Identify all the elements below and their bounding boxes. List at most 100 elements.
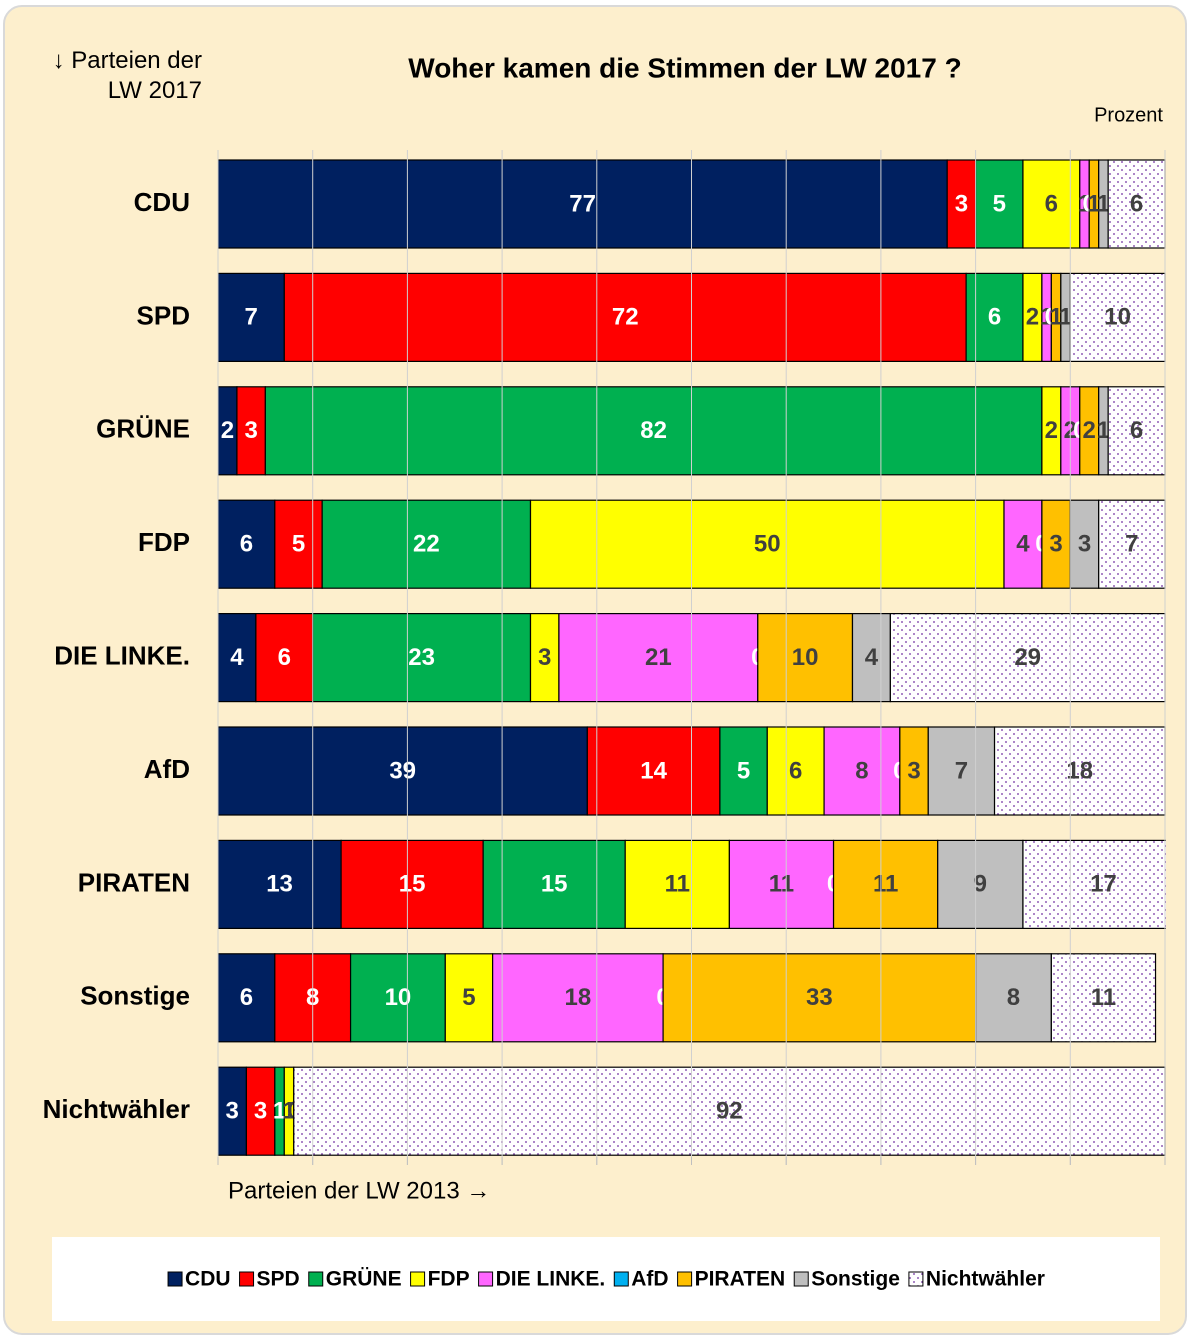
bar-segment	[993, 726, 1166, 816]
bar-segment	[283, 272, 967, 362]
bar-segment	[312, 612, 532, 703]
bar-segment	[218, 159, 948, 249]
y-tick-label: GRÜNE	[96, 414, 190, 444]
value-label: 5	[292, 531, 305, 558]
value-label: 6	[988, 304, 1001, 331]
y-tick-label: PIRATEN	[78, 867, 190, 897]
bar-segment	[1050, 953, 1157, 1043]
legend-label: SPD	[257, 1268, 300, 1291]
value-label: 13	[266, 871, 293, 898]
bar-segment	[218, 612, 257, 703]
y-tick-label: Nichtwähler	[43, 1094, 190, 1124]
legend-marker	[239, 1271, 255, 1287]
legend-label: Nichtwähler	[926, 1268, 1045, 1291]
bar-segment	[1098, 499, 1166, 589]
bar-segment	[482, 839, 626, 930]
value-label: 15	[399, 871, 426, 898]
value-label: 6	[789, 757, 802, 784]
value-label: 3	[538, 644, 551, 671]
value-label: 6	[1045, 190, 1058, 217]
y-tick-label: DIE LINKE.	[54, 640, 190, 670]
value-label: 77	[569, 190, 596, 217]
legend-marker	[410, 1271, 426, 1287]
bar-segment	[851, 612, 891, 703]
value-label: 9	[974, 871, 987, 898]
value-label: 18	[1066, 757, 1093, 784]
bar-segment	[444, 953, 494, 1043]
value-label: 1	[1059, 304, 1072, 331]
value-label: 4	[865, 644, 879, 671]
value-label: 6	[1130, 417, 1143, 444]
value-label: 1	[1049, 304, 1062, 331]
legend-marker	[677, 1271, 693, 1287]
value-label: 6	[278, 644, 291, 671]
value-label: 11	[769, 871, 794, 898]
value-label: 1	[1087, 190, 1100, 217]
value-label: 18	[565, 984, 592, 1011]
value-label: 4	[1016, 531, 1030, 558]
value-label: 92	[716, 1098, 743, 1125]
bar-segment	[1022, 839, 1166, 930]
value-label: 5	[737, 757, 750, 784]
value-label: 82	[640, 417, 667, 444]
bar-segment	[529, 612, 560, 703]
bar-segment	[889, 612, 1166, 703]
y-tick-label: CDU	[134, 187, 190, 217]
bar-segment	[492, 953, 664, 1043]
value-label: 3	[254, 1098, 267, 1125]
legend-label: GRÜNE	[326, 1268, 402, 1291]
chart-title: Woher kamen die Stimmen der LW 2017 ?	[408, 52, 961, 83]
legend-label: PIRATEN	[695, 1268, 786, 1291]
value-label: 3	[907, 757, 920, 784]
bar-segment	[899, 726, 929, 816]
value-label: 17	[1090, 871, 1117, 898]
value-label: 11	[873, 871, 898, 898]
bar-segment	[766, 726, 825, 816]
bar-segment	[529, 499, 1005, 589]
legend-label: CDU	[185, 1268, 231, 1291]
value-label: 5	[993, 190, 1006, 217]
bar-segment	[974, 953, 1052, 1043]
bar-segment	[218, 272, 285, 362]
value-label: 7	[1125, 531, 1138, 558]
legend-label: Sonstige	[811, 1268, 900, 1291]
value-label: 10	[1104, 304, 1131, 331]
bar-segment	[1107, 386, 1166, 476]
value-label: 7	[955, 757, 968, 784]
legend-marker	[613, 1271, 629, 1287]
unit-label: Prozent	[1094, 104, 1163, 126]
value-label: 6	[240, 531, 253, 558]
value-label: 7	[244, 304, 257, 331]
bar-segment	[321, 499, 532, 589]
value-label: 1	[273, 1098, 286, 1125]
bar-segment	[264, 386, 1043, 476]
value-label: 23	[408, 644, 435, 671]
value-label: 33	[806, 984, 833, 1011]
y-axis-label-box: ↓ Parteien der LW 2017	[53, 47, 202, 104]
value-label: 3	[244, 417, 257, 444]
value-label: 22	[413, 531, 440, 558]
value-label: 15	[541, 871, 568, 898]
bar-segment	[1107, 159, 1166, 249]
bar-segment	[255, 612, 314, 703]
y-tick-label: AfD	[144, 754, 190, 784]
value-label: 2	[1026, 304, 1039, 331]
legend-marker	[308, 1271, 324, 1287]
value-label: 10	[385, 984, 412, 1011]
legend-label: AfD	[631, 1268, 668, 1291]
bar-segment	[832, 839, 939, 930]
bar-segment	[218, 953, 276, 1043]
value-label: 2	[221, 417, 234, 444]
value-label: 50	[754, 531, 781, 558]
y-tick-label: SPD	[137, 300, 190, 330]
bar-segment	[624, 839, 730, 930]
y-tick-label: FDP	[138, 527, 190, 557]
value-label: 11	[1091, 984, 1116, 1011]
bar-segment	[823, 726, 901, 816]
legend-label: DIE LINKE.	[496, 1268, 606, 1291]
value-label: 72	[612, 304, 639, 331]
bar-segment	[1069, 272, 1166, 362]
bar-segment	[349, 953, 446, 1043]
value-label: 39	[389, 757, 416, 784]
